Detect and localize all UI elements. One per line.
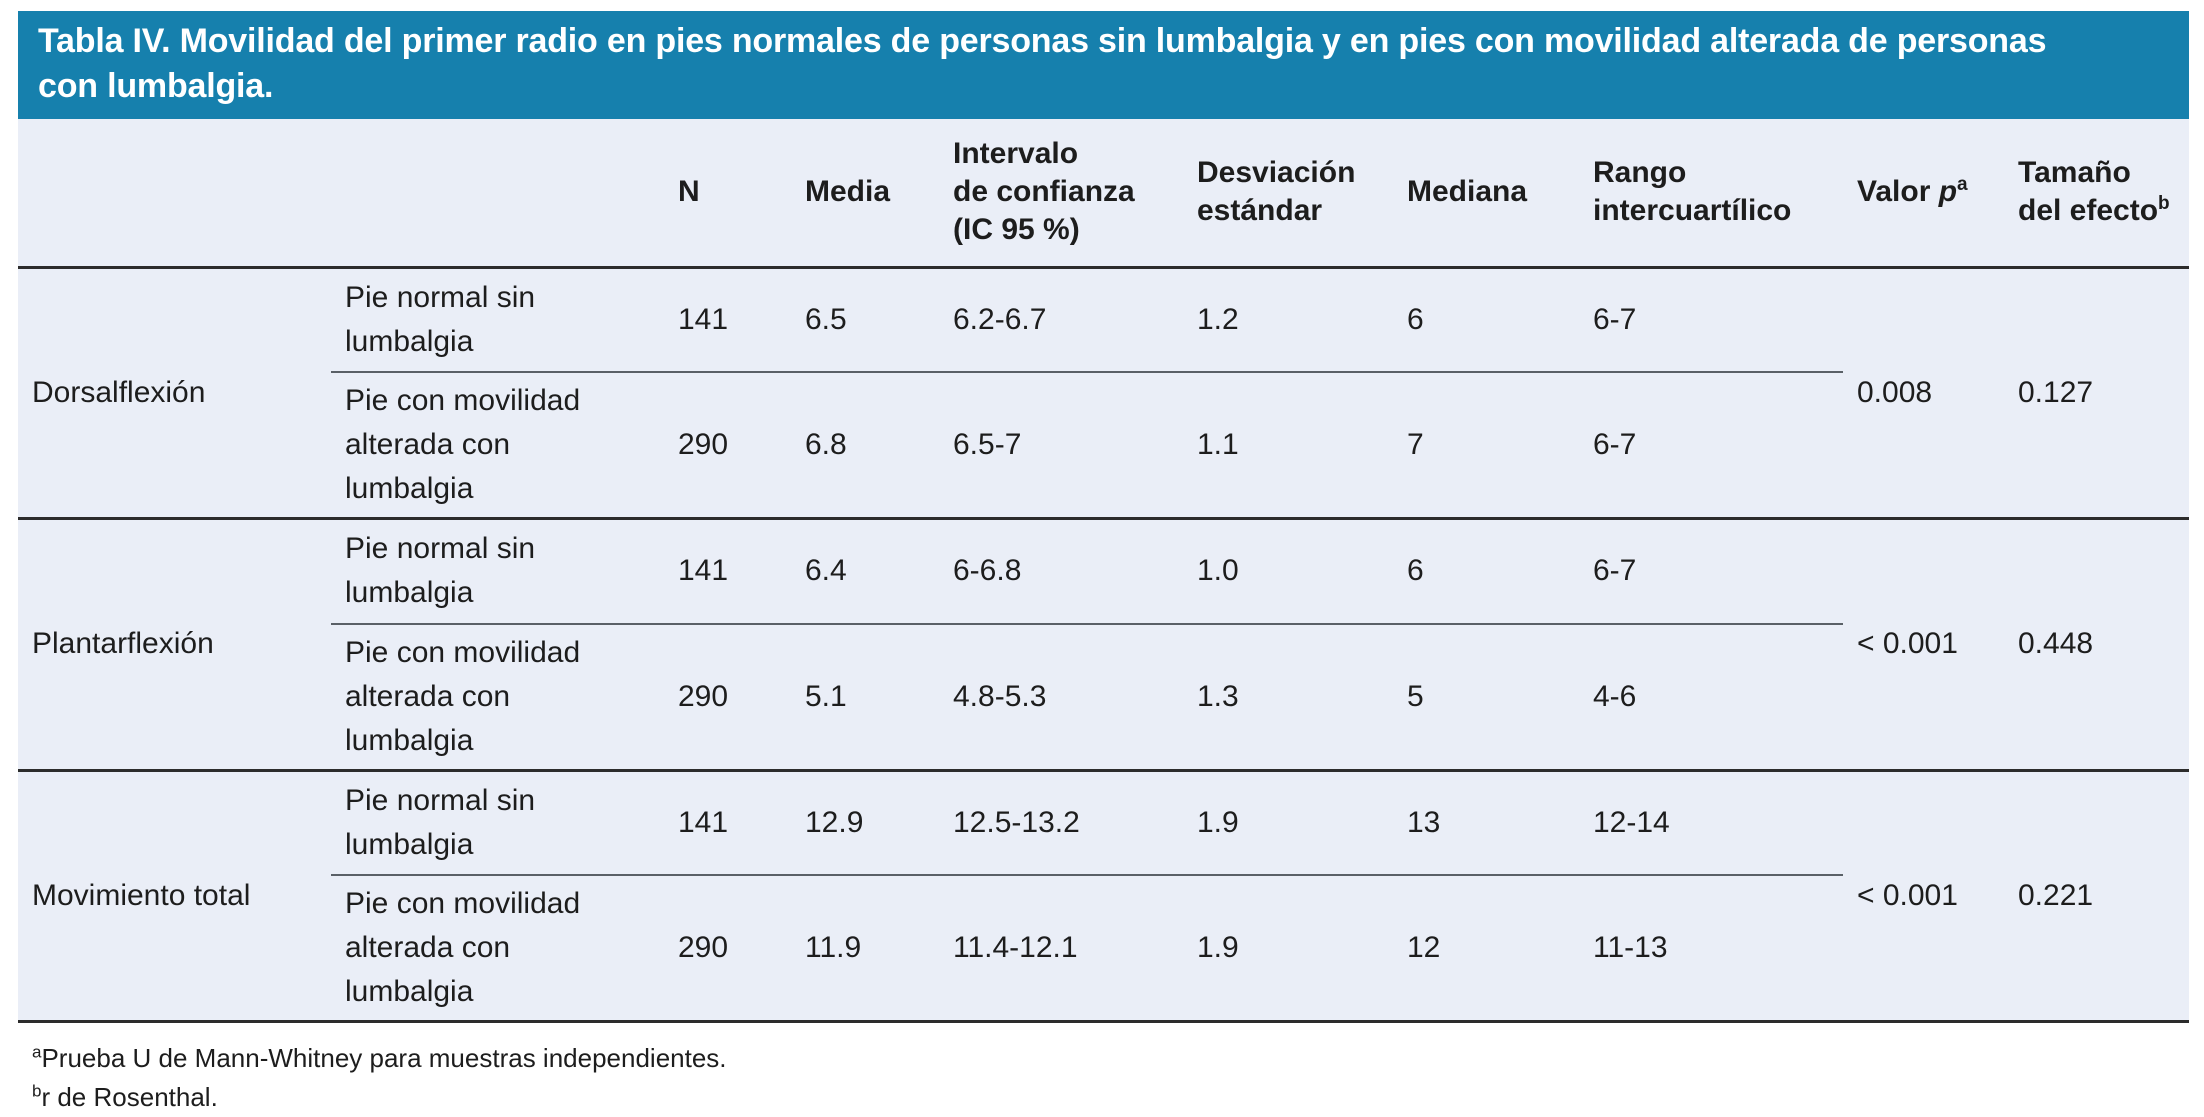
media-cell: 6.4 bbox=[791, 518, 939, 625]
sd-cell: 1.9 bbox=[1183, 875, 1393, 1023]
column-header-sd: Desviación estándar bbox=[1183, 119, 1393, 269]
column-header-ci: Intervalo de confianza (IC 95 %) bbox=[939, 119, 1183, 269]
ci-cell: 12.5-13.2 bbox=[939, 770, 1183, 876]
condition-cell: Pie normal sin lumbalgia bbox=[331, 267, 664, 373]
footnote-text: Prueba U de Mann-Whitney para muestras i… bbox=[41, 1043, 727, 1073]
median-cell: 12 bbox=[1393, 875, 1579, 1023]
iqr-cell: 4-6 bbox=[1579, 623, 1843, 772]
table-row: Plantarflexión Pie normal sin lumbalgia … bbox=[18, 518, 2189, 772]
media-cell: 11.9 bbox=[791, 875, 939, 1023]
footnote: aPrueba U de Mann-Whitney para muestras … bbox=[32, 1039, 2189, 1078]
results-table: N Media Intervalo de confianza (IC 95 %)… bbox=[18, 119, 2189, 1023]
iqr-cell: 6-7 bbox=[1579, 267, 1843, 373]
group-label-cell: Plantarflexión bbox=[18, 518, 331, 772]
table-card: Tabla IV. Movilidad del primer radio en … bbox=[18, 11, 2189, 1117]
effect-size-cell: 0.127 bbox=[2004, 267, 2189, 520]
effect-size-header-superscript: b bbox=[2158, 193, 2170, 215]
condition-cell: Pie normal sin lumbalgia bbox=[331, 518, 664, 625]
n-cell: 290 bbox=[664, 372, 791, 520]
group-label-cell: Dorsalflexión bbox=[18, 267, 331, 520]
header-row: N Media Intervalo de confianza (IC 95 %)… bbox=[18, 119, 2189, 269]
p-value-header-text: Valor bbox=[1857, 175, 1939, 209]
p-value-cell: < 0.001 bbox=[1843, 770, 2004, 1023]
condition-cell: Pie con movilidad alterada con lumbalgia bbox=[331, 372, 664, 520]
ci-cell: 6.5-7 bbox=[939, 372, 1183, 520]
footnote-marker: a bbox=[32, 1042, 42, 1062]
sd-cell: 1.0 bbox=[1183, 518, 1393, 625]
p-value-header-superscript: a bbox=[1957, 174, 1968, 196]
ci-cell: 4.8-5.3 bbox=[939, 623, 1183, 772]
sd-cell: 1.9 bbox=[1183, 770, 1393, 876]
table-row: Pie con movilidad alterada con lumbalgia… bbox=[18, 372, 2189, 520]
ci-cell: 11.4-12.1 bbox=[939, 875, 1183, 1023]
footnotes: aPrueba U de Mann-Whitney para muestras … bbox=[32, 1039, 2189, 1117]
media-cell: 6.8 bbox=[791, 372, 939, 520]
column-header-n: N bbox=[664, 119, 791, 269]
n-cell: 141 bbox=[664, 267, 791, 373]
column-header-median: Mediana bbox=[1393, 119, 1579, 269]
sd-cell: 1.2 bbox=[1183, 267, 1393, 373]
sd-cell: 1.1 bbox=[1183, 372, 1393, 520]
median-cell: 7 bbox=[1393, 372, 1579, 520]
p-value-cell: 0.008 bbox=[1843, 267, 2004, 520]
table-title-bar: Tabla IV. Movilidad del primer radio en … bbox=[18, 11, 2189, 119]
iqr-cell: 11-13 bbox=[1579, 875, 1843, 1023]
column-header-effect-size: Tamaño del efectob bbox=[2004, 119, 2189, 269]
median-cell: 13 bbox=[1393, 770, 1579, 876]
column-header-media: Media bbox=[791, 119, 939, 269]
group-label-cell: Movimiento total bbox=[18, 770, 331, 1023]
n-cell: 290 bbox=[664, 875, 791, 1023]
effect-size-header-text: Tamaño del efecto bbox=[2018, 156, 2159, 228]
n-cell: 141 bbox=[664, 770, 791, 876]
table-row: Pie con movilidad alterada con lumbalgia… bbox=[18, 875, 2189, 1023]
media-cell: 12.9 bbox=[791, 770, 939, 876]
median-cell: 5 bbox=[1393, 623, 1579, 772]
table-row: Movimiento total Pie normal sin lumbalgi… bbox=[18, 770, 2189, 1023]
ci-cell: 6-6.8 bbox=[939, 518, 1183, 625]
n-cell: 290 bbox=[664, 623, 791, 772]
ci-cell: 6.2-6.7 bbox=[939, 267, 1183, 373]
median-cell: 6 bbox=[1393, 267, 1579, 373]
table-row: Pie con movilidad alterada con lumbalgia… bbox=[18, 623, 2189, 772]
effect-size-cell: 0.448 bbox=[2004, 518, 2189, 772]
iqr-cell: 6-7 bbox=[1579, 518, 1843, 625]
sd-cell: 1.3 bbox=[1183, 623, 1393, 772]
condition-cell: Pie con movilidad alterada con lumbalgia bbox=[331, 623, 664, 772]
column-header-empty-2 bbox=[331, 119, 664, 269]
media-cell: 5.1 bbox=[791, 623, 939, 772]
median-cell: 6 bbox=[1393, 518, 1579, 625]
column-header-p-value: Valor pa bbox=[1843, 119, 2004, 269]
table-row: Dorsalflexión Pie normal sin lumbalgia 1… bbox=[18, 267, 2189, 520]
footnote-text: r de Rosenthal. bbox=[41, 1082, 218, 1112]
table-title: Tabla IV. Movilidad del primer radio en … bbox=[38, 22, 2047, 105]
effect-size-cell: 0.221 bbox=[2004, 770, 2189, 1023]
iqr-cell: 12-14 bbox=[1579, 770, 1843, 876]
column-header-iqr: Rango intercuartílico bbox=[1579, 119, 1843, 269]
footnote-marker: b bbox=[32, 1081, 42, 1101]
iqr-cell: 6-7 bbox=[1579, 372, 1843, 520]
p-value-cell: < 0.001 bbox=[1843, 518, 2004, 772]
n-cell: 141 bbox=[664, 518, 791, 625]
footnote: br de Rosenthal. bbox=[32, 1078, 2189, 1117]
condition-cell: Pie normal sin lumbalgia bbox=[331, 770, 664, 876]
column-header-empty-1 bbox=[18, 119, 331, 269]
condition-cell: Pie con movilidad alterada con lumbalgia bbox=[331, 875, 664, 1023]
p-value-header-italic-p: p bbox=[1938, 175, 1958, 209]
media-cell: 6.5 bbox=[791, 267, 939, 373]
